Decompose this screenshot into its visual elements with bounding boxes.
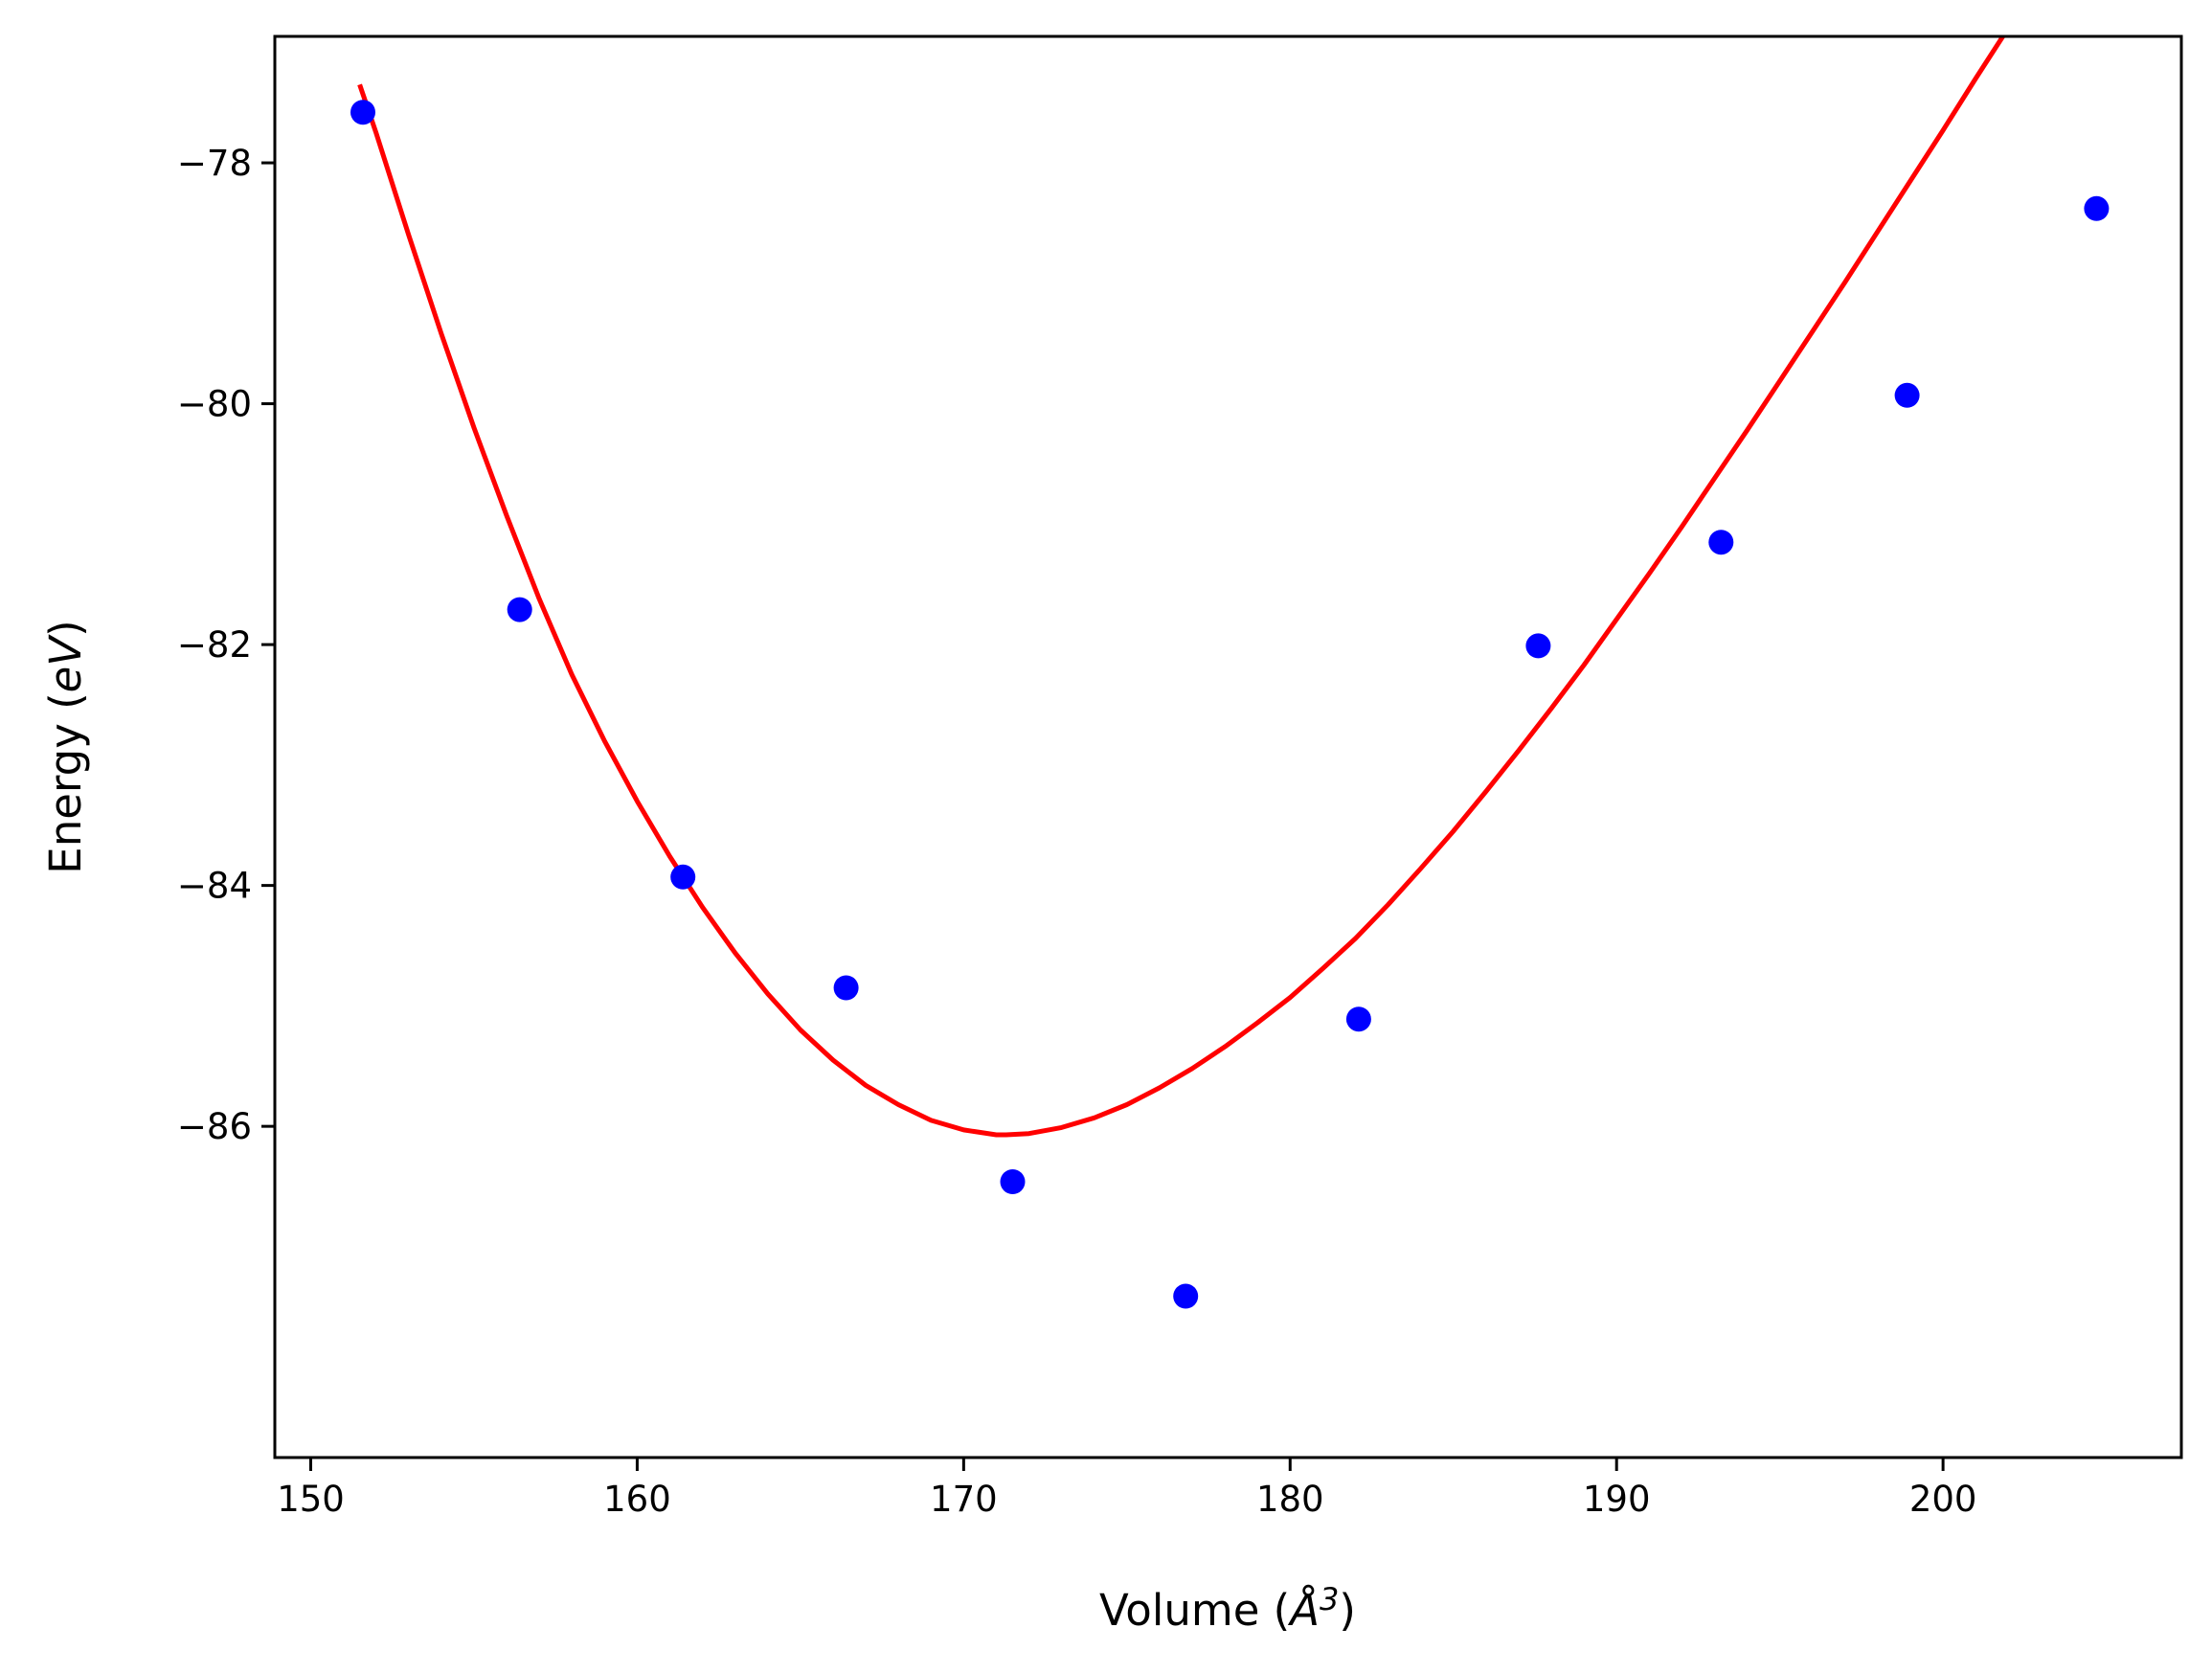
y-tick-label: −78: [177, 143, 252, 184]
y-tick-label: −84: [177, 866, 252, 907]
x-axis-title: Volume (Å3): [1099, 1581, 1356, 1636]
data-point: [1894, 382, 1920, 408]
x-tick-label: 180: [1256, 1479, 1324, 1520]
x-tick-label: 160: [603, 1479, 671, 1520]
x-tick-label: 150: [277, 1479, 345, 1520]
y-axis-title: Energy (eV): [40, 620, 91, 873]
data-point: [350, 100, 375, 125]
x-tick-label: 190: [1583, 1479, 1651, 1520]
y-axis: −78 −80 −82 −84 −86: [177, 143, 275, 1147]
y-tick-label: −82: [177, 624, 252, 666]
data-point: [1000, 1169, 1026, 1194]
axes-frame: [273, 34, 2183, 1459]
fit-curve-line: [357, 36, 2006, 1138]
plot-area: [350, 36, 2110, 1309]
x-tick-label: 200: [1909, 1479, 1977, 1520]
data-point: [1525, 633, 1551, 659]
data-point: [1345, 1006, 1371, 1032]
data-point: [670, 864, 696, 890]
x-tick-label: 170: [930, 1479, 998, 1520]
x-axis: 150 160 170 180 190 200: [277, 1458, 1976, 1520]
data-point: [507, 597, 532, 622]
data-point: [833, 975, 859, 1001]
data-point: [1708, 530, 1734, 555]
data-point: [2084, 195, 2110, 221]
data-point: [1173, 1283, 1199, 1309]
y-tick-label: −86: [177, 1106, 252, 1147]
y-tick-label: −80: [177, 384, 252, 425]
